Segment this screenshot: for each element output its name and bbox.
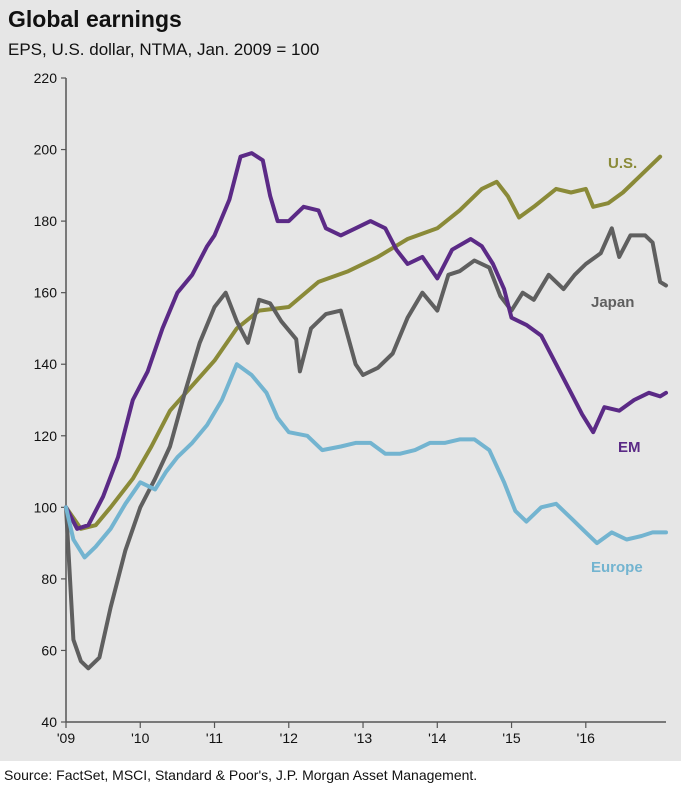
series-line-japan <box>64 226 668 671</box>
series-label-em: EM <box>618 439 641 456</box>
y-tick-label: 140 <box>34 356 58 372</box>
y-tick-label: 60 <box>41 642 57 658</box>
series-lines <box>64 151 668 671</box>
series-line-us <box>64 154 663 531</box>
series-line-europe <box>64 362 668 560</box>
y-tick-label: 80 <box>41 571 57 587</box>
y-tick-label: 180 <box>34 213 58 229</box>
x-tick-label: '13 <box>354 730 372 746</box>
x-tick-label: '10 <box>131 730 149 746</box>
y-tick-label: 100 <box>34 499 58 515</box>
x-tick-label: '16 <box>577 730 595 746</box>
y-tick-label: 120 <box>34 428 58 444</box>
series-label-europe: Europe <box>591 559 643 576</box>
source-note: Source: FactSet, MSCI, Standard & Poor's… <box>4 767 478 783</box>
y-tick-label: 220 <box>34 70 58 86</box>
x-tick-label: '14 <box>428 730 446 746</box>
x-tick-label: '12 <box>280 730 298 746</box>
y-tick-label: 160 <box>34 285 58 301</box>
series-labels: U.S. Japan EM Europe <box>591 155 643 576</box>
line-chart: 40 60 80 100 120 140 160 180 200 220 '09 '10 '11 '12 '… <box>34 70 668 746</box>
y-tick-label: 200 <box>34 142 58 158</box>
chart-subtitle: EPS, U.S. dollar, NTMA, Jan. 2009 = 100 <box>8 40 320 59</box>
series-label-us: U.S. <box>608 155 637 172</box>
series-label-japan: Japan <box>591 294 634 311</box>
x-tick-label: '15 <box>502 730 520 746</box>
series-line-em <box>64 151 668 531</box>
chart-panel <box>0 0 681 761</box>
chart-title: Global earnings <box>8 6 182 32</box>
axes: 40 60 80 100 120 140 160 180 200 220 '09 '10 '11 '12 '… <box>34 70 666 746</box>
x-tick-label: '09 <box>57 730 75 746</box>
y-tick-label: 40 <box>41 714 57 730</box>
x-tick-label: '11 <box>206 730 223 746</box>
